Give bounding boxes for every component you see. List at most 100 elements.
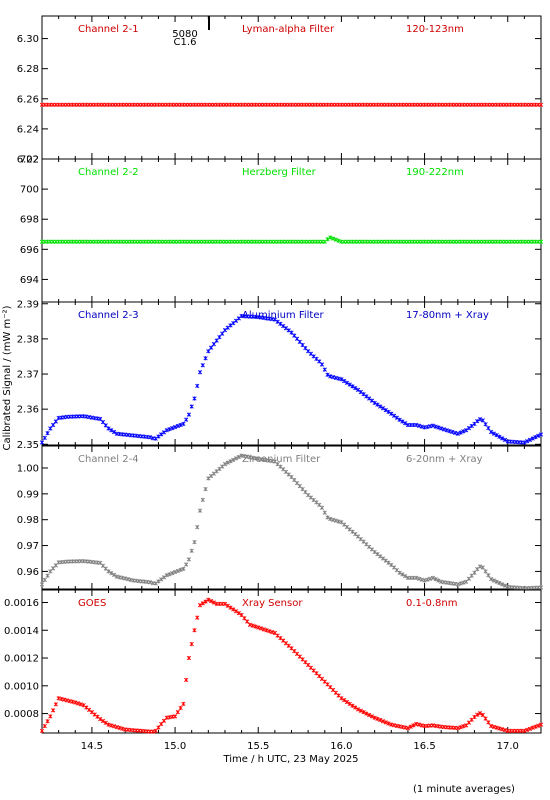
data-point	[192, 539, 197, 545]
data-point	[53, 702, 58, 707]
data-point	[161, 575, 167, 580]
data-point	[275, 319, 280, 324]
series-points	[39, 102, 544, 107]
data-point	[319, 505, 325, 510]
data-point	[178, 705, 183, 711]
data-point	[461, 724, 466, 729]
data-point	[522, 440, 527, 445]
data-point	[170, 571, 175, 576]
data-point	[480, 565, 485, 570]
data-point	[153, 728, 158, 734]
y-tick-label: 0.0012	[4, 654, 39, 665]
data-point	[184, 417, 189, 422]
data-point	[222, 601, 228, 607]
data-point	[419, 424, 424, 429]
data-point	[106, 569, 111, 574]
data-point	[206, 597, 211, 602]
data-point	[150, 729, 156, 734]
channel-label: Channel 2-3	[78, 310, 139, 321]
data-point	[56, 696, 61, 701]
data-point	[391, 413, 397, 418]
data-point	[353, 705, 358, 710]
footnote: (1 minute averages)	[413, 784, 515, 795]
data-point	[330, 236, 336, 241]
data-point	[497, 580, 502, 586]
data-point	[397, 570, 402, 575]
data-point	[464, 428, 469, 433]
y-tick-label: 696	[20, 245, 39, 256]
data-point	[64, 698, 70, 703]
data-point	[120, 726, 125, 731]
data-point	[347, 701, 352, 706]
data-point	[75, 701, 81, 706]
band-label: 6-20nm + Xray	[406, 454, 483, 465]
data-point	[477, 711, 483, 716]
data-point	[192, 396, 197, 401]
data-point	[269, 629, 275, 635]
data-point	[222, 461, 228, 467]
data-point	[369, 714, 375, 719]
data-point	[525, 727, 530, 732]
data-point	[98, 716, 103, 722]
data-point	[189, 404, 194, 409]
x-tick-label: 14.5	[81, 741, 103, 752]
data-point	[344, 699, 350, 705]
data-point	[475, 419, 480, 424]
y-tick-label: 0.0014	[4, 626, 39, 637]
data-point	[178, 567, 183, 573]
data-point	[109, 723, 114, 728]
filter-label: Xray Sensor	[242, 598, 303, 609]
data-point	[170, 426, 175, 431]
data-point	[414, 575, 419, 580]
data-point	[161, 430, 167, 435]
data-point	[430, 423, 436, 428]
data-point	[103, 720, 108, 725]
data-point	[236, 454, 241, 460]
data-point	[328, 235, 333, 240]
filter-label: Herzberg Filter	[242, 167, 317, 178]
x-tick-label: 15.5	[247, 741, 269, 752]
data-point	[45, 573, 50, 578]
data-point	[372, 715, 377, 720]
data-point	[153, 581, 158, 586]
y-tick-label: 0.99	[17, 489, 39, 500]
panel-frame	[41, 301, 542, 446]
data-point	[156, 579, 161, 584]
data-point	[494, 579, 499, 584]
data-point	[195, 525, 200, 530]
data-point	[189, 548, 194, 553]
data-point	[380, 556, 386, 561]
data-point	[502, 437, 508, 443]
data-point	[416, 576, 422, 581]
data-point	[186, 557, 192, 562]
y-tick-label: 0.97	[17, 541, 39, 552]
data-point	[475, 712, 480, 717]
data-point	[502, 727, 508, 733]
data-point	[527, 437, 533, 442]
data-point	[488, 577, 494, 582]
data-point	[319, 362, 325, 367]
data-point	[256, 625, 261, 630]
data-point	[350, 703, 355, 708]
data-point	[372, 549, 377, 555]
data-point	[45, 431, 50, 436]
data-point	[39, 582, 45, 587]
data-point	[250, 623, 255, 628]
panel-3: Channel 2-3 Aluminium Filter 17-80nm + Xra…	[17, 299, 544, 451]
data-point	[533, 435, 538, 440]
data-point	[197, 603, 203, 608]
data-point	[477, 564, 483, 569]
data-point	[367, 396, 372, 401]
y-tick-label: 694	[20, 275, 39, 286]
data-point	[156, 725, 161, 730]
data-point	[350, 384, 355, 389]
data-point	[200, 497, 205, 502]
y-tick-label: 698	[20, 215, 39, 226]
data-point	[225, 603, 230, 608]
data-point	[283, 326, 289, 331]
y-tick-label: 2.39	[17, 299, 39, 310]
data-point	[375, 716, 380, 722]
data-point	[208, 345, 214, 350]
data-point	[347, 382, 352, 387]
data-point	[455, 431, 460, 436]
